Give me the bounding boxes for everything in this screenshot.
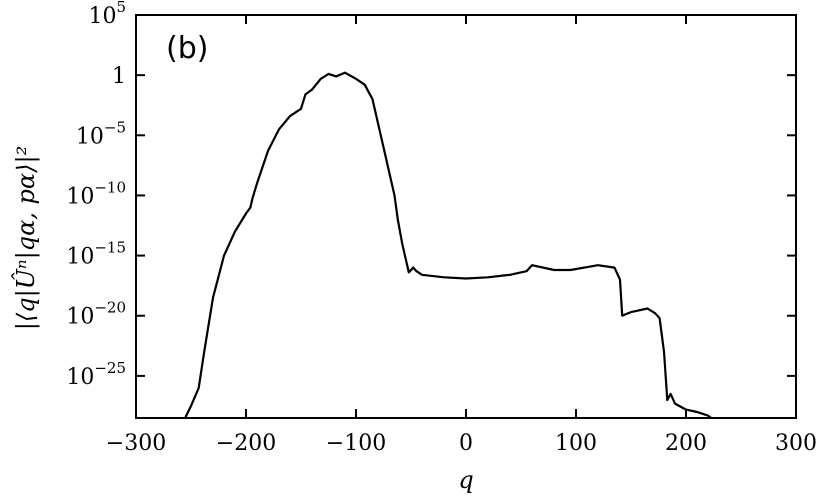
y-axis-label-text: |⟨q|Ûⁿ|qα, pα⟩|²: [11, 146, 41, 330]
y-tick-label: 10−5: [76, 118, 126, 149]
x-tick-label: −300: [106, 431, 166, 456]
panel-label: (b): [166, 31, 208, 66]
y-tick-label: 10−10: [66, 178, 126, 209]
x-tick-label: −200: [216, 431, 276, 456]
x-tick-label: 100: [555, 431, 597, 456]
x-tick-label: 300: [775, 431, 817, 456]
y-axis-label: |⟨q|Ûⁿ|qα, pα⟩|²: [11, 146, 41, 330]
x-tick-label: 200: [665, 431, 707, 456]
x-tick-label: −100: [326, 431, 386, 456]
y-tick-label: 10−15: [66, 239, 126, 270]
y-tick-label: 10−20: [66, 299, 126, 330]
series-line-0: [183, 71, 714, 418]
y-tick-label: 105: [88, 0, 126, 29]
y-tick-label: 10−25: [66, 359, 126, 390]
x-axis-label: q: [458, 466, 473, 494]
y-tick-label: 1: [112, 64, 126, 89]
plot-frame: [135, 14, 797, 419]
x-tick-label: 0: [459, 431, 473, 456]
